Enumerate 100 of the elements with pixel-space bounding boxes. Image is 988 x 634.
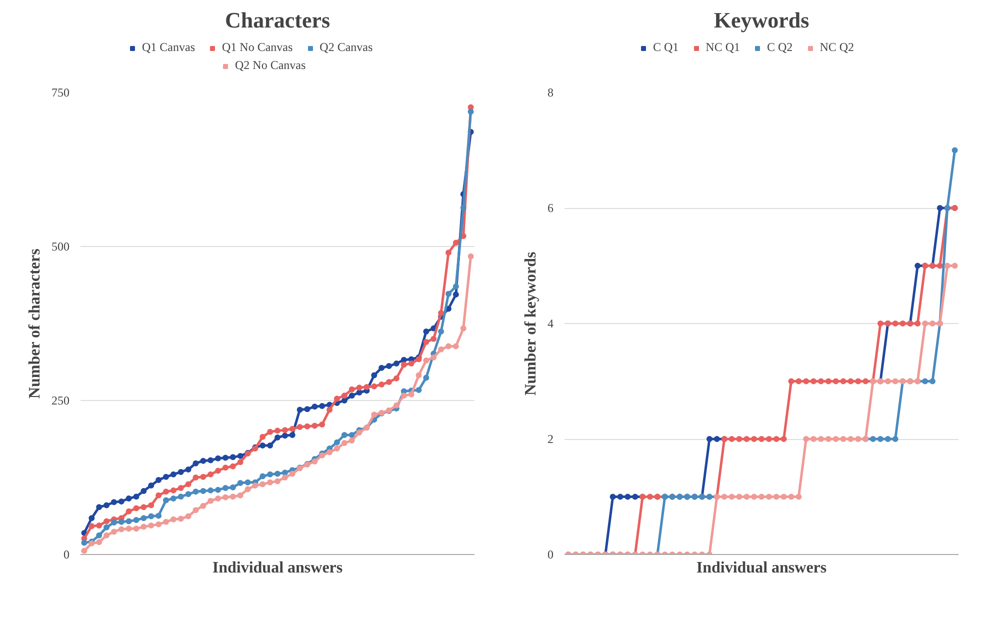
point bbox=[452, 284, 459, 290]
point bbox=[96, 532, 102, 538]
point bbox=[796, 378, 802, 384]
point bbox=[460, 204, 466, 211]
point bbox=[170, 487, 176, 494]
point bbox=[423, 357, 430, 364]
point bbox=[848, 436, 854, 442]
point bbox=[744, 494, 750, 500]
point bbox=[341, 432, 348, 438]
point bbox=[929, 320, 936, 326]
point bbox=[133, 526, 140, 532]
point bbox=[468, 108, 474, 115]
point bbox=[855, 378, 862, 384]
point bbox=[378, 381, 385, 388]
point bbox=[430, 336, 437, 342]
point bbox=[952, 147, 958, 154]
point bbox=[900, 320, 906, 326]
point bbox=[832, 436, 839, 442]
point bbox=[104, 518, 110, 524]
point bbox=[818, 436, 824, 442]
legend-label: Q1 No Canvas bbox=[222, 40, 293, 55]
point bbox=[296, 406, 303, 413]
point bbox=[430, 354, 437, 360]
point bbox=[348, 438, 355, 444]
legend-label: Q2 Canvas bbox=[320, 40, 373, 55]
point bbox=[400, 356, 407, 363]
y-axis-title: Number of characters bbox=[26, 248, 44, 399]
point bbox=[126, 495, 132, 502]
point bbox=[632, 494, 638, 500]
point bbox=[386, 363, 392, 369]
point bbox=[952, 262, 958, 269]
point bbox=[326, 449, 333, 456]
point bbox=[282, 432, 288, 439]
legend-label: C Q2 bbox=[767, 40, 793, 55]
point bbox=[646, 494, 653, 500]
point bbox=[110, 519, 117, 526]
y-axis-title: Number of keywords bbox=[522, 252, 540, 396]
point bbox=[296, 424, 303, 430]
point bbox=[773, 494, 780, 500]
point bbox=[215, 495, 222, 502]
point bbox=[208, 498, 214, 504]
point bbox=[348, 432, 355, 438]
y-tick-label: 4 bbox=[548, 316, 554, 330]
point bbox=[393, 360, 400, 367]
point bbox=[200, 474, 206, 480]
point bbox=[334, 396, 340, 402]
point bbox=[460, 325, 466, 332]
point bbox=[773, 436, 780, 442]
point bbox=[260, 473, 266, 480]
point bbox=[110, 499, 117, 506]
point bbox=[237, 492, 244, 498]
point bbox=[744, 436, 750, 442]
y-tick-label: 500 bbox=[52, 240, 70, 254]
point bbox=[624, 494, 631, 500]
point bbox=[408, 360, 414, 367]
point bbox=[728, 436, 735, 442]
point bbox=[818, 378, 824, 384]
point bbox=[766, 436, 772, 442]
point bbox=[445, 343, 452, 350]
point bbox=[222, 494, 228, 500]
point bbox=[230, 454, 236, 460]
point bbox=[140, 515, 147, 522]
y-tick-label: 8 bbox=[548, 86, 554, 100]
point bbox=[929, 378, 936, 384]
point bbox=[252, 482, 258, 489]
point bbox=[922, 320, 928, 326]
point bbox=[192, 460, 199, 466]
point bbox=[751, 436, 758, 442]
point bbox=[312, 422, 318, 429]
point bbox=[192, 507, 199, 514]
point bbox=[133, 517, 140, 523]
point bbox=[274, 478, 280, 484]
point bbox=[416, 372, 422, 378]
point bbox=[170, 495, 176, 502]
point bbox=[185, 491, 192, 498]
point bbox=[810, 378, 817, 384]
point bbox=[319, 403, 326, 410]
point bbox=[452, 343, 459, 350]
point bbox=[706, 436, 712, 442]
point bbox=[400, 392, 407, 399]
point bbox=[758, 436, 764, 442]
point bbox=[371, 372, 378, 378]
point bbox=[825, 378, 832, 384]
legend-label: NC Q2 bbox=[820, 40, 854, 55]
point bbox=[468, 253, 474, 260]
point bbox=[267, 471, 274, 478]
point bbox=[126, 508, 132, 514]
point bbox=[610, 494, 616, 500]
point bbox=[944, 262, 950, 269]
point bbox=[162, 488, 169, 495]
chart-title: Characters bbox=[224, 8, 330, 32]
point bbox=[438, 310, 444, 316]
point bbox=[289, 432, 296, 438]
point bbox=[222, 484, 228, 491]
point bbox=[914, 320, 921, 326]
point bbox=[230, 484, 236, 490]
point bbox=[215, 486, 222, 493]
point bbox=[617, 494, 624, 500]
point bbox=[371, 412, 378, 418]
point bbox=[192, 474, 199, 480]
